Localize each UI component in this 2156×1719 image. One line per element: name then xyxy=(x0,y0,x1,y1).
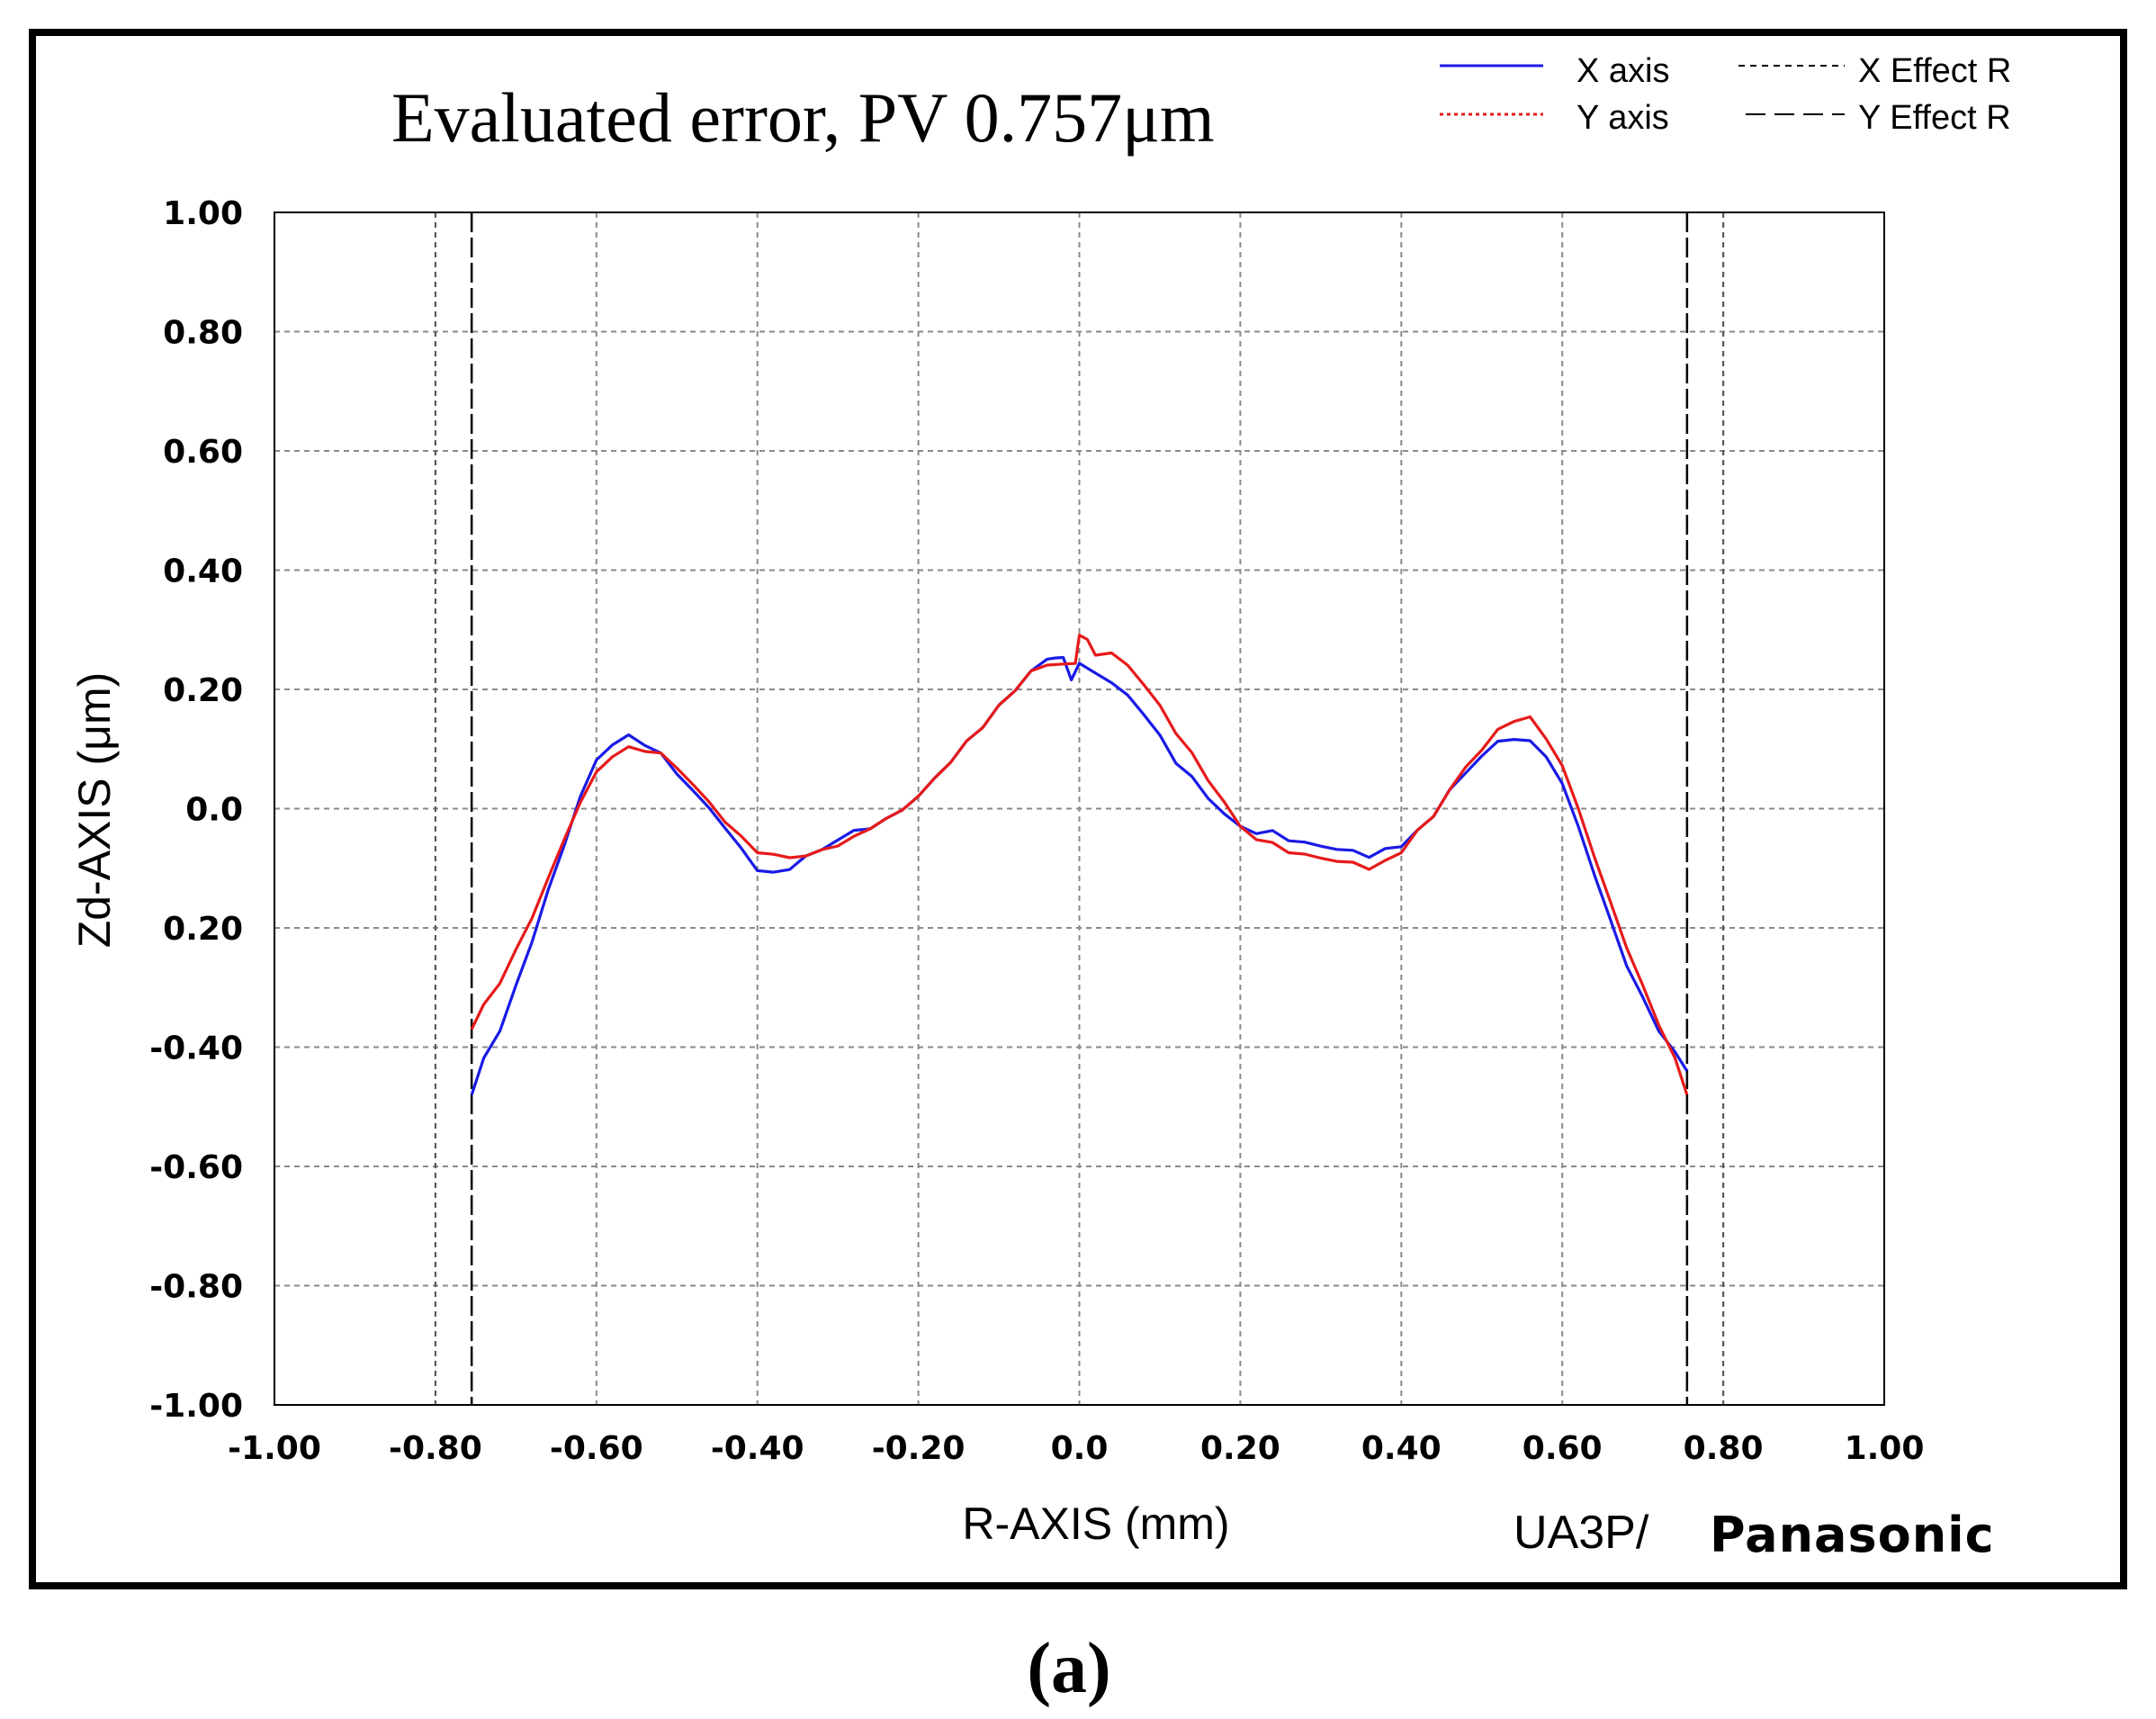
y-tick-label: -0.80 xyxy=(149,1269,243,1306)
x-tick-label: -0.40 xyxy=(711,1430,804,1467)
y-tick-label: 0.80 xyxy=(163,315,243,352)
y-tick-label: 0.0 xyxy=(185,792,243,829)
x-tick-labels: -1.00 -0.80 -0.60 -0.40 -0.20 0.0 0.20 0.40 0.60… xyxy=(228,1430,1924,1467)
grid xyxy=(274,212,1884,1405)
legend-label-y-axis: Y axis xyxy=(1577,99,1669,137)
x-tick-label: -0.80 xyxy=(389,1430,482,1467)
x-tick-label: -0.20 xyxy=(872,1430,966,1467)
legend-label-x-axis: X axis xyxy=(1577,52,1669,90)
panasonic-logo: Panasonic xyxy=(1710,1507,1995,1563)
y-tick-label: -0.40 xyxy=(149,1030,243,1067)
x-tick-label: -0.60 xyxy=(550,1430,643,1467)
y-tick-label: -0.60 xyxy=(149,1149,243,1186)
y-tick-label: -1.00 xyxy=(149,1388,243,1425)
y-tick-labels: 1.00 0.80 0.60 0.40 0.20 0.0 0.20 -0.40 -0.60 -0.… xyxy=(149,195,243,1425)
instrument-label: UA3P/ xyxy=(1514,1507,1649,1559)
x-tick-label: 0.80 xyxy=(1684,1430,1764,1467)
series-line-y-axis xyxy=(470,634,1689,1095)
x-tick-label: 0.20 xyxy=(1200,1430,1280,1467)
x-tick-label: 0.60 xyxy=(1523,1430,1603,1467)
x-axis-label: R-AXIS (mm) xyxy=(962,1498,1229,1549)
figure-caption: (a) xyxy=(1027,1629,1110,1708)
y-tick-label: 0.20 xyxy=(163,672,243,709)
legend: X axis X Effect R Y axis Y Effect R xyxy=(1440,52,2011,137)
y-tick-label: 0.60 xyxy=(163,434,243,471)
x-tick-label: 0.40 xyxy=(1361,1430,1442,1467)
legend-label-x-effect-r: X Effect R xyxy=(1858,52,2011,90)
chart-title: Evaluated error, PV 0.757μm xyxy=(391,78,1215,157)
series xyxy=(470,634,1689,1095)
y-tick-label: 0.40 xyxy=(163,554,243,590)
y-axis-label: Zd-AXIS (μm) xyxy=(69,672,120,949)
x-tick-label: 1.00 xyxy=(1845,1430,1925,1467)
y-tick-label: 1.00 xyxy=(163,195,243,232)
x-tick-label: -1.00 xyxy=(228,1430,321,1467)
x-tick-label: 0.0 xyxy=(1051,1430,1109,1467)
plot-area xyxy=(274,212,1885,1406)
effect-r-lines xyxy=(434,212,1725,1405)
legend-label-y-effect-r: Y Effect R xyxy=(1858,99,2011,137)
plot-border xyxy=(274,212,1885,1406)
y-tick-label: 0.20 xyxy=(163,911,243,948)
series-line-x-axis xyxy=(470,655,1689,1095)
